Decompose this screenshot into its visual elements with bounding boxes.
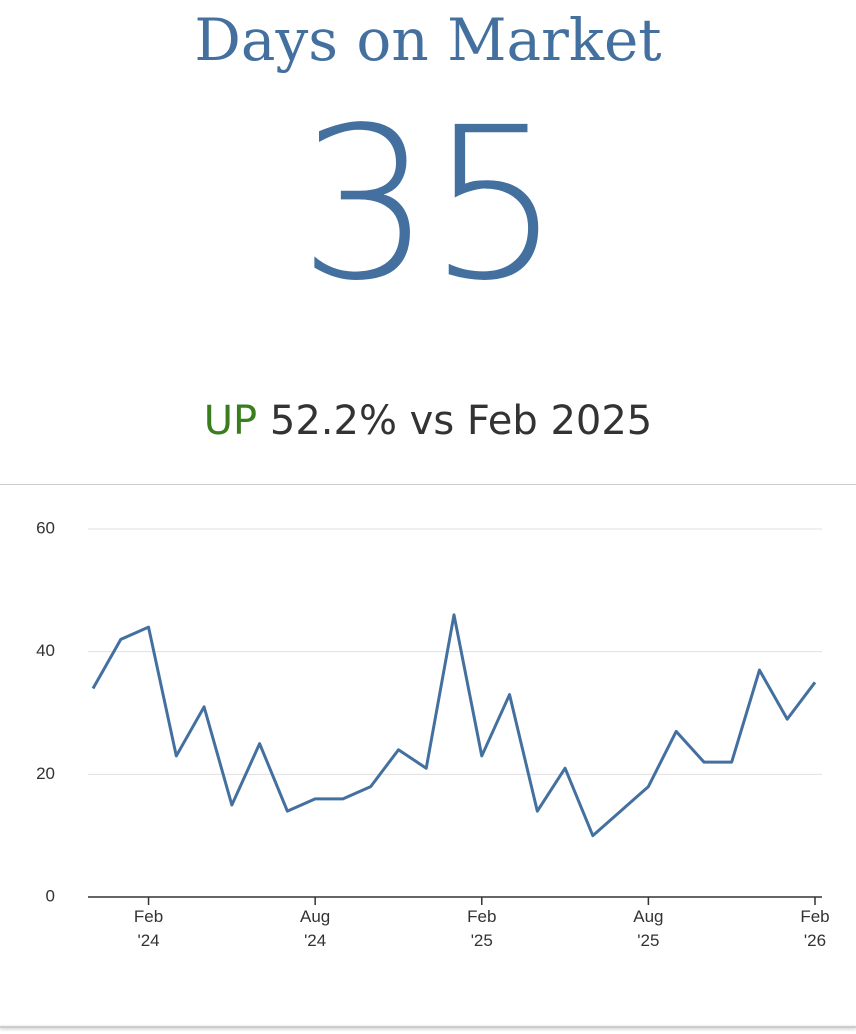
- y-tick-label: 60: [36, 518, 55, 537]
- y-tick-label: 20: [36, 764, 55, 783]
- headline-value: 35: [298, 82, 561, 327]
- line-series: [91, 613, 817, 838]
- change-text: 52.2% vs Feb 2025: [269, 398, 653, 444]
- title: Days on Market: [194, 6, 662, 74]
- x-tick-label: Feb '24: [133, 907, 164, 950]
- x-tick-label: Aug '25: [633, 907, 664, 950]
- change: UP 52.2% vs Feb 2025: [0, 398, 856, 444]
- x-tick-label: Aug '24: [300, 907, 331, 950]
- separator: [0, 484, 856, 485]
- x-tick-label: Feb '26: [800, 907, 830, 950]
- bottom-border: [0, 1026, 856, 1028]
- direction: UP: [203, 398, 258, 444]
- y-tick-label: 40: [36, 641, 55, 660]
- y-tick-label: 0: [46, 886, 55, 905]
- x-tick-label: Feb '25: [467, 907, 497, 950]
